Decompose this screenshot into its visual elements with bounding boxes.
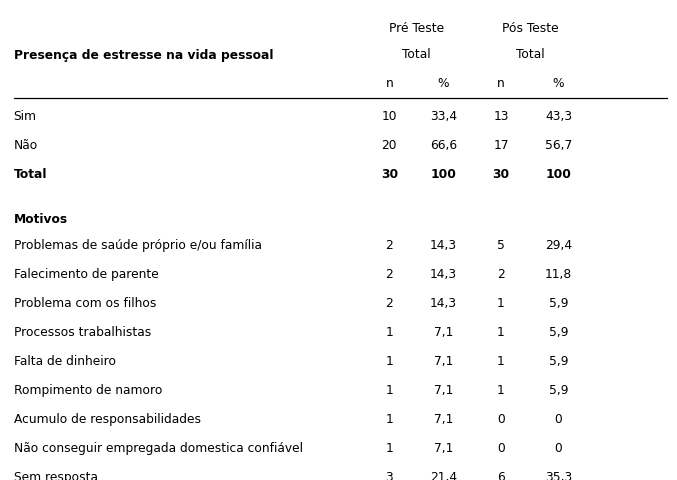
- Text: 30: 30: [380, 168, 398, 181]
- Text: 1: 1: [497, 297, 505, 310]
- Text: 1: 1: [497, 325, 505, 338]
- Text: 1: 1: [385, 442, 393, 455]
- Text: 13: 13: [494, 110, 508, 123]
- Text: Pós Teste: Pós Teste: [502, 22, 559, 35]
- Text: Acumulo de responsabilidades: Acumulo de responsabilidades: [14, 412, 200, 425]
- Text: Problema com os filhos: Problema com os filhos: [14, 297, 156, 310]
- Text: 5,9: 5,9: [549, 355, 568, 368]
- Text: 0: 0: [497, 442, 505, 455]
- Text: 14,3: 14,3: [430, 239, 457, 252]
- Text: 14,3: 14,3: [430, 268, 457, 281]
- Text: Total: Total: [402, 48, 431, 61]
- Text: 100: 100: [431, 168, 456, 181]
- Text: Pré Teste: Pré Teste: [389, 22, 444, 35]
- Text: Problemas de saúde próprio e/ou família: Problemas de saúde próprio e/ou família: [14, 239, 261, 252]
- Text: 66,6: 66,6: [430, 139, 457, 152]
- Text: Processos trabalhistas: Processos trabalhistas: [14, 325, 151, 338]
- Text: Rompimento de namoro: Rompimento de namoro: [14, 384, 162, 396]
- Text: Presença de estresse na vida pessoal: Presença de estresse na vida pessoal: [14, 49, 273, 62]
- Text: 7,1: 7,1: [434, 412, 453, 425]
- Text: n: n: [385, 77, 393, 90]
- Text: Sim: Sim: [14, 110, 37, 123]
- Text: 21,4: 21,4: [430, 470, 457, 480]
- Text: 10: 10: [382, 110, 397, 123]
- Text: 30: 30: [492, 168, 510, 181]
- Text: 0: 0: [554, 412, 563, 425]
- Text: %: %: [553, 77, 564, 90]
- Text: 5,9: 5,9: [549, 297, 568, 310]
- Text: 33,4: 33,4: [430, 110, 457, 123]
- Text: 7,1: 7,1: [434, 325, 453, 338]
- Text: 11,8: 11,8: [545, 268, 572, 281]
- Text: 7,1: 7,1: [434, 442, 453, 455]
- Text: 2: 2: [385, 268, 393, 281]
- Text: 2: 2: [497, 268, 505, 281]
- Text: 5,9: 5,9: [549, 384, 568, 396]
- Text: 2: 2: [385, 297, 393, 310]
- Text: Falecimento de parente: Falecimento de parente: [14, 268, 158, 281]
- Text: 100: 100: [546, 168, 571, 181]
- Text: 1: 1: [385, 412, 393, 425]
- Text: Falta de dinheiro: Falta de dinheiro: [14, 355, 116, 368]
- Text: 35,3: 35,3: [545, 470, 572, 480]
- Text: 43,3: 43,3: [545, 110, 572, 123]
- Text: 2: 2: [385, 239, 393, 252]
- Text: 20: 20: [382, 139, 397, 152]
- Text: 7,1: 7,1: [434, 355, 453, 368]
- Text: %: %: [438, 77, 449, 90]
- Text: 1: 1: [497, 384, 505, 396]
- Text: 1: 1: [385, 384, 393, 396]
- Text: Total: Total: [14, 168, 47, 181]
- Text: 29,4: 29,4: [545, 239, 572, 252]
- Text: 0: 0: [497, 412, 505, 425]
- Text: 14,3: 14,3: [430, 297, 457, 310]
- Text: Total: Total: [516, 48, 544, 61]
- Text: Sem resposta: Sem resposta: [14, 470, 97, 480]
- Text: 6: 6: [497, 470, 505, 480]
- Text: 5: 5: [497, 239, 505, 252]
- Text: n: n: [497, 77, 505, 90]
- Text: 5,9: 5,9: [549, 325, 568, 338]
- Text: Não: Não: [14, 139, 38, 152]
- Text: Motivos: Motivos: [14, 213, 68, 226]
- Text: 1: 1: [497, 355, 505, 368]
- Text: 3: 3: [385, 470, 393, 480]
- Text: 0: 0: [554, 442, 563, 455]
- Text: 1: 1: [385, 325, 393, 338]
- Text: Não conseguir empregada domestica confiável: Não conseguir empregada domestica confiá…: [14, 442, 303, 455]
- Text: 7,1: 7,1: [434, 384, 453, 396]
- Text: 56,7: 56,7: [545, 139, 572, 152]
- Text: 1: 1: [385, 355, 393, 368]
- Text: 17: 17: [494, 139, 508, 152]
